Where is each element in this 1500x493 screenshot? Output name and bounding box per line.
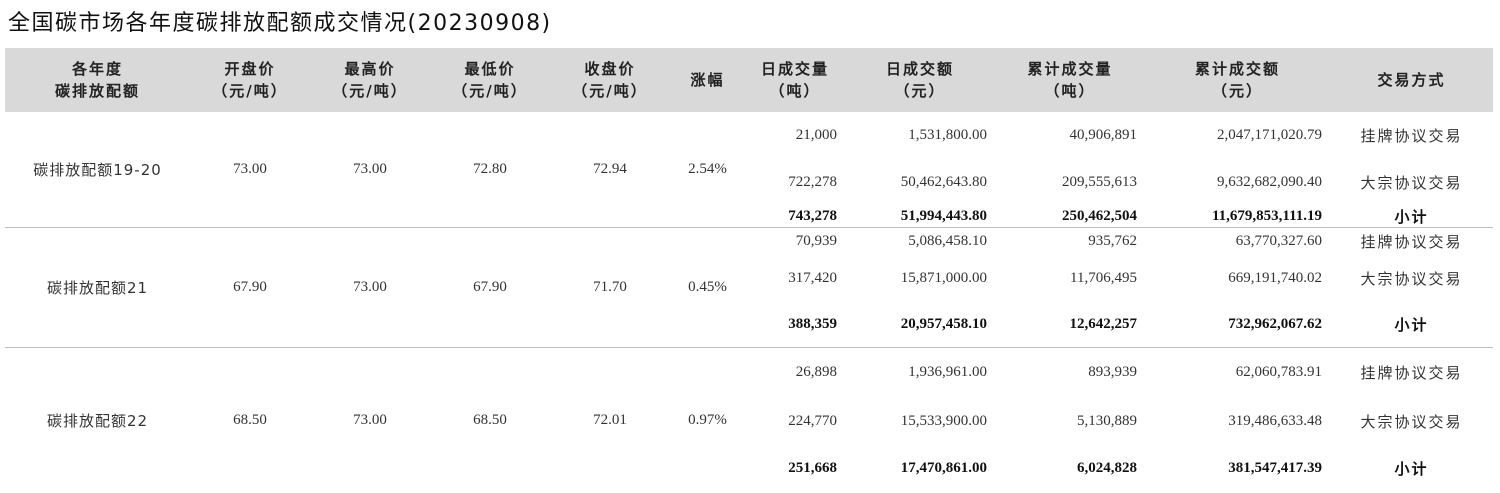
header-row: 各年度 碳排放配额 开盘价 （元/吨） 最高价 （元/吨） 最低价 （元/吨） …: [5, 48, 1493, 112]
price-change: 0.97%: [670, 347, 745, 493]
high-price: 73.00: [310, 347, 430, 493]
price-change: 2.54%: [688, 161, 727, 177]
close-price: 72.94: [593, 161, 627, 177]
header-trading-method: 交易方式: [1330, 48, 1493, 112]
daily-amount-subtotal: 51,994,443.80: [900, 208, 987, 224]
carbon-trading-table: 各年度 碳排放配额 开盘价 （元/吨） 最高价 （元/吨） 最低价 （元/吨） …: [5, 48, 1493, 493]
cumulative-amount-subtotal: 732,962,067.62: [1228, 315, 1322, 332]
cumulative-volume: 893,939: [995, 347, 1145, 398]
subtotal-label: 小计: [1394, 315, 1429, 334]
cumulative-amount: 62,060,783.91: [1145, 347, 1330, 398]
open-price: 68.50: [190, 347, 310, 493]
low-price: 68.50: [430, 347, 550, 493]
daily-amount: 1,531,800.00: [908, 126, 987, 143]
trading-method: 挂牌协议交易: [1330, 347, 1493, 398]
close-price: 72.01: [550, 347, 670, 493]
trading-method: 大宗协议交易: [1360, 173, 1463, 192]
daily-amount: 50,462,643.80: [900, 173, 987, 190]
cumulative-volume-subtotal: 12,642,257: [1069, 315, 1138, 332]
trading-method: 挂牌协议交易: [1360, 126, 1463, 145]
low-price: 72.80: [473, 161, 507, 177]
cumulative-volume-subtotal: 250,462,504: [1062, 208, 1137, 224]
daily-volume: 70,939: [745, 227, 845, 256]
header-change: 涨幅: [670, 48, 745, 112]
daily-volume-subtotal: 388,359: [788, 315, 837, 332]
daily-volume: 21,000: [795, 126, 837, 143]
cumulative-amount: 9,632,682,090.40: [1217, 173, 1322, 190]
cumulative-amount: 2,047,171,020.79: [1217, 126, 1322, 143]
header-daily-volume: 日成交量 （吨）: [745, 48, 845, 112]
subtotal-row: 743,278 51,994,443.80 250,462,504 11,679…: [5, 206, 1493, 228]
daily-volume: 722,278: [788, 173, 837, 190]
header-close-price: 收盘价 （元/吨）: [550, 48, 670, 112]
daily-amount: 5,086,458.10: [845, 227, 995, 256]
subtotal-label: 小计: [1394, 460, 1429, 478]
trading-method: 大宗协议交易: [1360, 270, 1463, 288]
header-daily-amount: 日成交额 （元）: [845, 48, 995, 112]
allowance-name: 碳排放配额21: [5, 227, 190, 348]
open-price: 73.00: [233, 161, 267, 177]
price-change: 0.45%: [670, 227, 745, 348]
cumulative-amount: 319,486,633.48: [1228, 412, 1322, 429]
high-price: 73.00: [310, 227, 430, 348]
low-price: 67.90: [430, 227, 550, 348]
cumulative-volume: 40,906,891: [1069, 126, 1138, 143]
allowance-name: 碳排放配额19-20: [33, 161, 162, 179]
allowance-name: 碳排放配额22: [5, 347, 190, 493]
header-open-price: 开盘价 （元/吨）: [190, 48, 310, 112]
daily-volume-subtotal: 743,278: [788, 208, 837, 224]
table-row: 317,420 15,871,000.00 11,706,495 669,191…: [5, 256, 1493, 302]
daily-volume: 26,898: [745, 347, 845, 398]
table-row: 碳排放配额22 68.50 73.00 68.50 72.01 0.97% 26…: [5, 347, 1493, 493]
daily-volume: 317,420: [788, 270, 837, 286]
cumulative-volume: 11,706,495: [1070, 270, 1137, 286]
daily-amount: 1,936,961.00: [845, 347, 995, 398]
daily-amount-subtotal: 20,957,458.10: [900, 315, 987, 332]
daily-volume-subtotal: 251,668: [788, 460, 837, 476]
header-high-price: 最高价 （元/吨）: [310, 48, 430, 112]
subtotal-row: 251,668 17,470,861.00 6,024,828 381,547,…: [5, 445, 1493, 493]
cumulative-volume: 935,762: [995, 227, 1145, 256]
table-row: 722,278 50,462,643.80 209,555,613 9,632,…: [5, 158, 1493, 206]
open-price: 67.90: [190, 227, 310, 348]
header-cumulative-volume: 累计成交量 （吨）: [995, 48, 1145, 112]
cumulative-amount: 669,191,740.02: [1228, 270, 1322, 286]
subtotal-row: 388,359 20,957,458.10 12,642,257 732,962…: [5, 302, 1493, 348]
daily-amount: 15,871,000.00: [900, 270, 987, 286]
daily-volume: 224,770: [788, 412, 837, 429]
trading-method: 挂牌协议交易: [1330, 227, 1493, 256]
daily-amount-subtotal: 17,470,861.00: [900, 460, 987, 476]
table-row: 碳排放配额21 67.90 73.00 67.90 71.70 0.45% 70…: [5, 227, 1493, 348]
cumulative-volume: 209,555,613: [1062, 173, 1137, 190]
cumulative-amount-subtotal: 11,679,853,111.19: [1211, 208, 1322, 224]
table-row: 224,770 15,533,900.00 5,130,889 319,486,…: [5, 398, 1493, 445]
header-cumulative-amount: 累计成交额 （元）: [1145, 48, 1330, 112]
daily-amount: 15,533,900.00: [900, 412, 987, 429]
cumulative-amount: 63,770,327.60: [1145, 227, 1330, 256]
cumulative-amount-subtotal: 381,547,417.39: [1228, 460, 1322, 476]
table-row: 碳排放配额19-20 73.00 73.00 72.80 72.94 2.54%…: [5, 112, 1493, 180]
cumulative-volume-subtotal: 6,024,828: [1077, 460, 1137, 476]
trading-method: 大宗协议交易: [1360, 412, 1463, 431]
header-low-price: 最低价 （元/吨）: [430, 48, 550, 112]
page-title: 全国碳市场各年度碳排放配额成交情况(20230908): [8, 11, 552, 36]
close-price: 71.70: [550, 227, 670, 348]
high-price: 73.00: [353, 161, 387, 177]
header-allowance-year: 各年度 碳排放配额: [5, 48, 190, 112]
subtotal-label: 小计: [1394, 208, 1429, 226]
cumulative-volume: 5,130,889: [1077, 412, 1137, 429]
